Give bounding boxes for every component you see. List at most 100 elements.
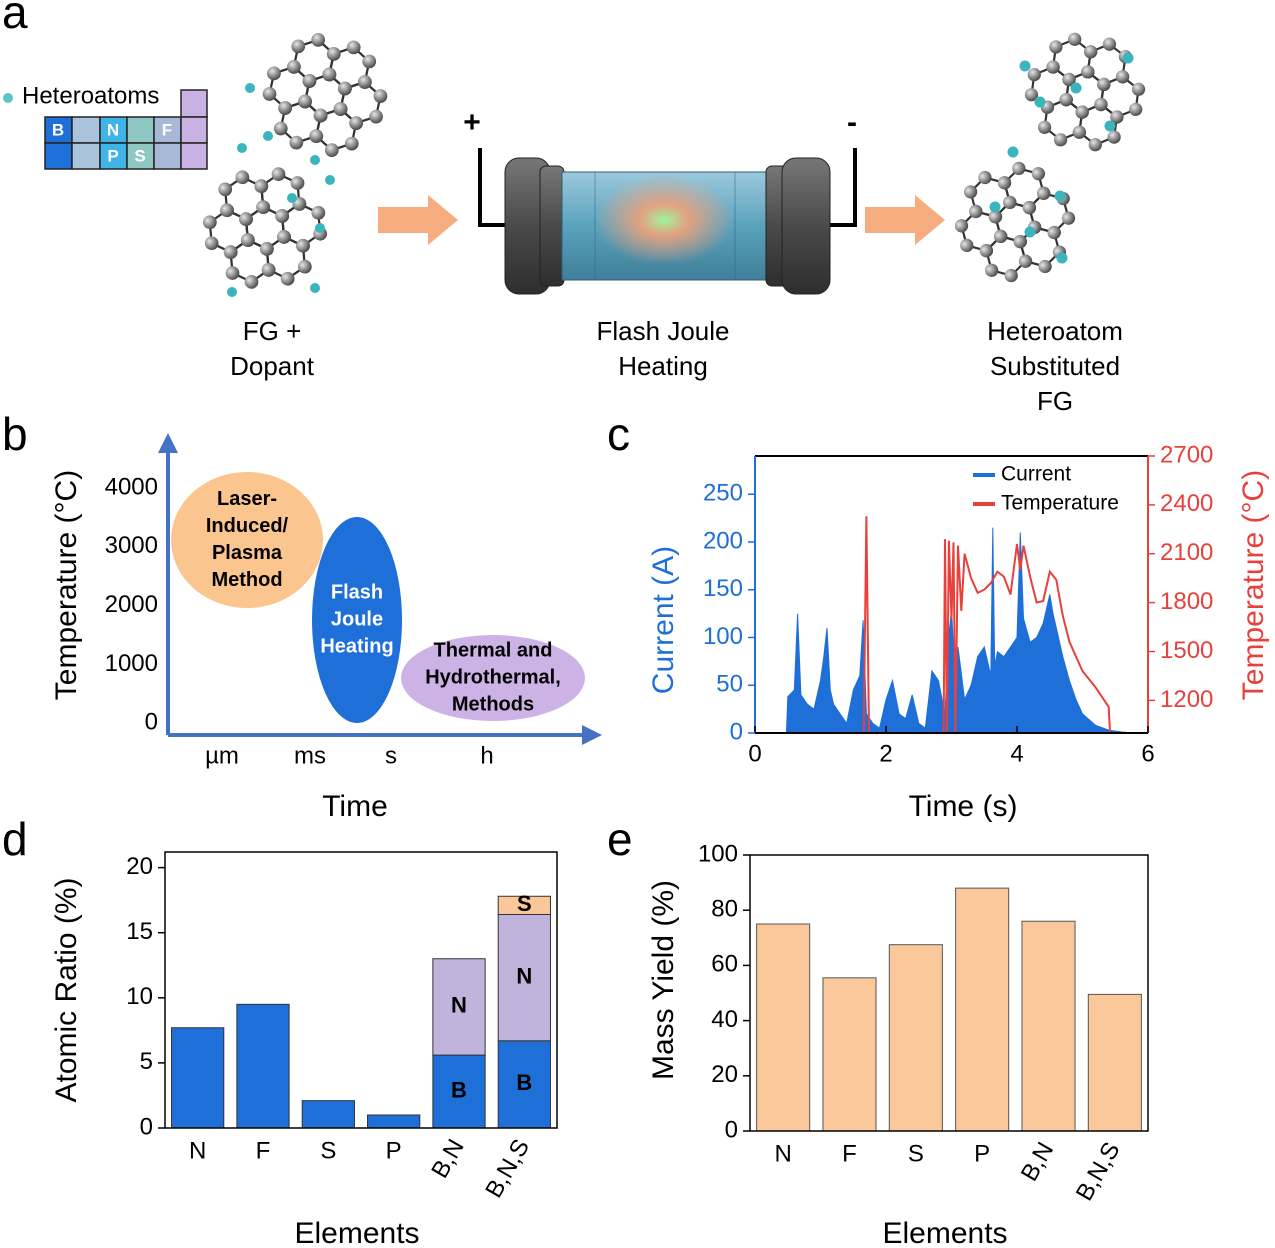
tick-label: 15 (126, 918, 153, 945)
step-label: Dopant (230, 351, 315, 381)
bar-segment (497, 895, 551, 915)
diagram: Heteroatoms B N P S F + - (3, 32, 1144, 416)
tick-label: 2400 (1160, 490, 1213, 517)
tick-label: 0 (730, 718, 743, 745)
bar-segment (432, 1054, 486, 1129)
region-label: Flash (331, 581, 383, 603)
tick-label: 2100 (1160, 539, 1213, 566)
element: B (52, 120, 64, 139)
x-tick-label: B,N (426, 1135, 469, 1183)
panel-label: a (2, 0, 28, 38)
tick-label: 10 (126, 983, 153, 1010)
segment-label: N (516, 963, 532, 988)
tick-label: 60 (711, 951, 738, 978)
region (312, 517, 402, 723)
bar (822, 977, 877, 1132)
x-tick-label: F (256, 1137, 271, 1164)
x-tick-label: 0 (748, 740, 761, 767)
legend-label: Current (1001, 463, 1071, 486)
tick-label: 50 (716, 671, 743, 698)
minus: - (847, 106, 857, 139)
periodic-grid (44, 89, 208, 170)
step-label: FG + (243, 316, 302, 346)
y-tick-label: 3000 (105, 532, 158, 559)
x-axis-label: Time (s) (909, 790, 1018, 823)
wire (478, 148, 512, 227)
region-label: Methods (452, 693, 534, 715)
x-tick-label: N (189, 1137, 206, 1164)
x-tick-label: B,N,S (1071, 1138, 1126, 1206)
x-tick-label: S (320, 1137, 336, 1164)
bar-segment (432, 958, 486, 1056)
y-tick-label: 4000 (105, 473, 158, 500)
frame (749, 854, 1149, 1132)
element: N (107, 120, 119, 139)
x-tick-label: S (908, 1140, 924, 1167)
tick-label: 0 (725, 1116, 738, 1143)
tube (504, 157, 831, 295)
bar-segment (497, 913, 551, 1042)
graphene (1026, 34, 1144, 149)
tick-label: 1200 (1160, 686, 1213, 713)
x-tick-label: 6 (1141, 740, 1154, 767)
region-label: Induced/ (206, 515, 289, 537)
segment-label: B (516, 1070, 532, 1095)
y-axis-label: Mass Yield (%) (647, 880, 680, 1080)
step-label: Substituted (990, 351, 1120, 381)
segment-label: N (451, 993, 467, 1018)
step-label: Heating (618, 351, 708, 381)
graphene (206, 171, 324, 285)
dopants (227, 52, 1134, 297)
plus: + (463, 106, 481, 139)
y-axis-label: Current (A) (647, 546, 680, 694)
x-axis-label: Elements (882, 1217, 1007, 1248)
x-tick-label: 2 (879, 740, 892, 767)
x-tick-label: F (842, 1140, 857, 1167)
step-label: Heteroatom (987, 316, 1123, 346)
x-tick-label: B,N,S (480, 1135, 535, 1203)
tick-label: 2700 (1160, 441, 1213, 468)
region-label: Heating (320, 635, 393, 657)
panel-label: b (2, 408, 28, 460)
panel-label: c (607, 408, 630, 460)
frame (164, 851, 558, 1129)
panel-label: e (607, 813, 633, 865)
region-label: Laser- (217, 488, 277, 510)
region-label: Plasma (212, 542, 283, 564)
legend-label: Heteroatoms (22, 82, 159, 109)
region-label: Joule (331, 608, 383, 630)
bar-segment (367, 1114, 421, 1129)
region (171, 472, 323, 608)
dopant-dot (3, 93, 13, 103)
graphene (261, 32, 389, 157)
tick-label: 80 (711, 896, 738, 923)
x-tick-label: N (774, 1140, 791, 1167)
bar-segment (171, 1027, 225, 1129)
tick-label: 200 (703, 527, 743, 554)
x-tick-label: 4 (1010, 740, 1023, 767)
x-tick-label: P (386, 1137, 402, 1164)
bar-segment (301, 1100, 355, 1129)
tick-label: 250 (703, 480, 743, 507)
area (785, 527, 1148, 734)
region (401, 635, 585, 721)
region-label: Thermal and (434, 639, 553, 661)
bar (1021, 920, 1076, 1132)
bar (888, 944, 943, 1132)
arrow (865, 195, 945, 245)
bar (1087, 993, 1142, 1132)
tick-label: 40 (711, 1006, 738, 1033)
tick-label: 20 (126, 853, 153, 880)
tick-label: 1500 (1160, 637, 1213, 664)
y-tick-label: 1000 (105, 650, 158, 677)
element: F (162, 120, 172, 139)
element: P (107, 146, 118, 165)
element: S (134, 146, 145, 165)
tick-label: 0 (140, 1113, 153, 1140)
bar (756, 923, 811, 1132)
x-tick-label: ms (294, 742, 326, 769)
x-axis-label: Time (322, 790, 388, 823)
x-tick-label: s (385, 742, 397, 769)
tick-label: 20 (711, 1061, 738, 1088)
